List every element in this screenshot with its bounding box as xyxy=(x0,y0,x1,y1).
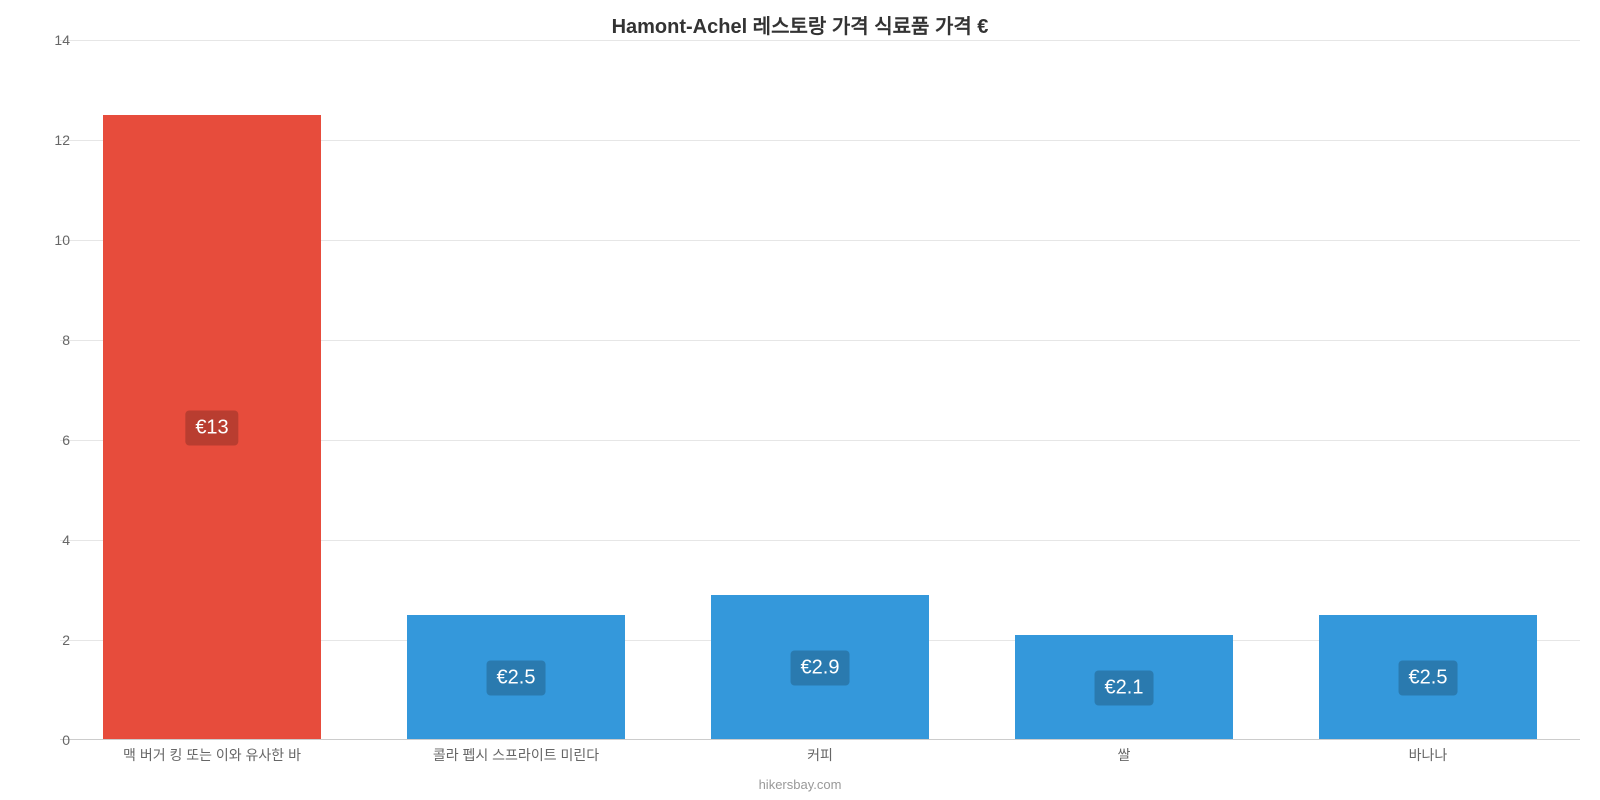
ytick-label: 8 xyxy=(30,332,70,348)
x-axis-line xyxy=(60,739,1580,740)
ytick-label: 6 xyxy=(30,432,70,448)
ytick-label: 14 xyxy=(30,32,70,48)
attribution-text: hikersbay.com xyxy=(0,777,1600,792)
xtick-label: 쌀 xyxy=(972,745,1276,765)
ytick-label: 12 xyxy=(30,132,70,148)
chart-title: Hamont-Achel 레스토랑 가격 식료품 가격 € xyxy=(0,10,1600,39)
bar: €2.9 xyxy=(711,595,930,740)
chart-container: Hamont-Achel 레스토랑 가격 식료품 가격 € €13 €2.5 €2.… xyxy=(0,0,1600,800)
bar-slot: €2.5 xyxy=(364,40,668,740)
xtick-label: 바나나 xyxy=(1276,745,1580,765)
xtick-label: 맥 버거 킹 또는 이와 유사한 바 xyxy=(60,745,364,765)
bar: €13 xyxy=(103,115,322,740)
xtick-label: 커피 xyxy=(668,745,972,765)
bar-slot: €2.1 xyxy=(972,40,1276,740)
ytick-label: 4 xyxy=(30,532,70,548)
xtick-label: 콜라 펩시 스프라이트 미린다 xyxy=(364,745,668,765)
x-axis-labels: 맥 버거 킹 또는 이와 유사한 바콜라 펩시 스프라이트 미린다커피쌀바나나 xyxy=(60,745,1580,765)
bar-value-label: €2.5 xyxy=(1399,660,1458,695)
bar-slot: €2.9 xyxy=(668,40,972,740)
plot-area: €13 €2.5 €2.9 €2.1 €2.5 xyxy=(60,40,1580,740)
ytick-label: 10 xyxy=(30,232,70,248)
bar-value-label: €2.9 xyxy=(791,650,850,685)
bar-slot: €13 xyxy=(60,40,364,740)
bar: €2.1 xyxy=(1015,635,1234,740)
bar-value-label: €2.5 xyxy=(487,660,546,695)
bar-value-label: €13 xyxy=(185,410,238,445)
bar-value-label: €2.1 xyxy=(1095,670,1154,705)
bar: €2.5 xyxy=(407,615,626,740)
bar-slot: €2.5 xyxy=(1276,40,1580,740)
bars-wrapper: €13 €2.5 €2.9 €2.1 €2.5 xyxy=(60,40,1580,740)
ytick-label: 2 xyxy=(30,632,70,648)
bar: €2.5 xyxy=(1319,615,1538,740)
